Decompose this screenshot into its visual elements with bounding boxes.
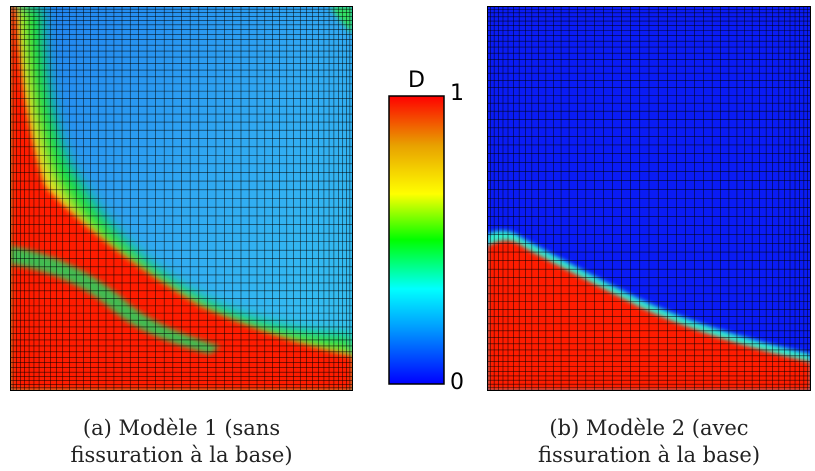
colorbar-max-label: 1 xyxy=(450,81,464,106)
corner-spot xyxy=(330,6,353,34)
caption-line-2: fissuration à la base) xyxy=(70,443,293,467)
damage-map-model-1-svg xyxy=(10,6,353,391)
mesh-border xyxy=(487,6,811,391)
colorbar-min-label: 0 xyxy=(450,370,464,395)
mesh-grid xyxy=(487,6,811,391)
caption-line-1: (b) Modèle 2 (avec xyxy=(549,416,749,440)
colorbar-gradient xyxy=(388,95,445,385)
mesh-border xyxy=(10,6,353,391)
caption-model-2: (b) Modèle 2 (avec fissuration à la base… xyxy=(487,415,811,469)
colorbar-svg xyxy=(388,95,445,385)
mesh-grid xyxy=(10,6,353,391)
damage-map-model-1 xyxy=(10,6,353,391)
caption-model-1: (a) Modèle 1 (sans fissuration à la base… xyxy=(10,415,353,469)
damage-map-model-2-svg xyxy=(487,6,811,391)
colorbar xyxy=(388,95,445,385)
colorbar-title: D xyxy=(408,68,425,93)
damage-map-model-2 xyxy=(487,6,811,391)
caption-line-1: (a) Modèle 1 (sans xyxy=(82,416,281,440)
caption-line-2: fissuration à la base) xyxy=(537,443,761,467)
